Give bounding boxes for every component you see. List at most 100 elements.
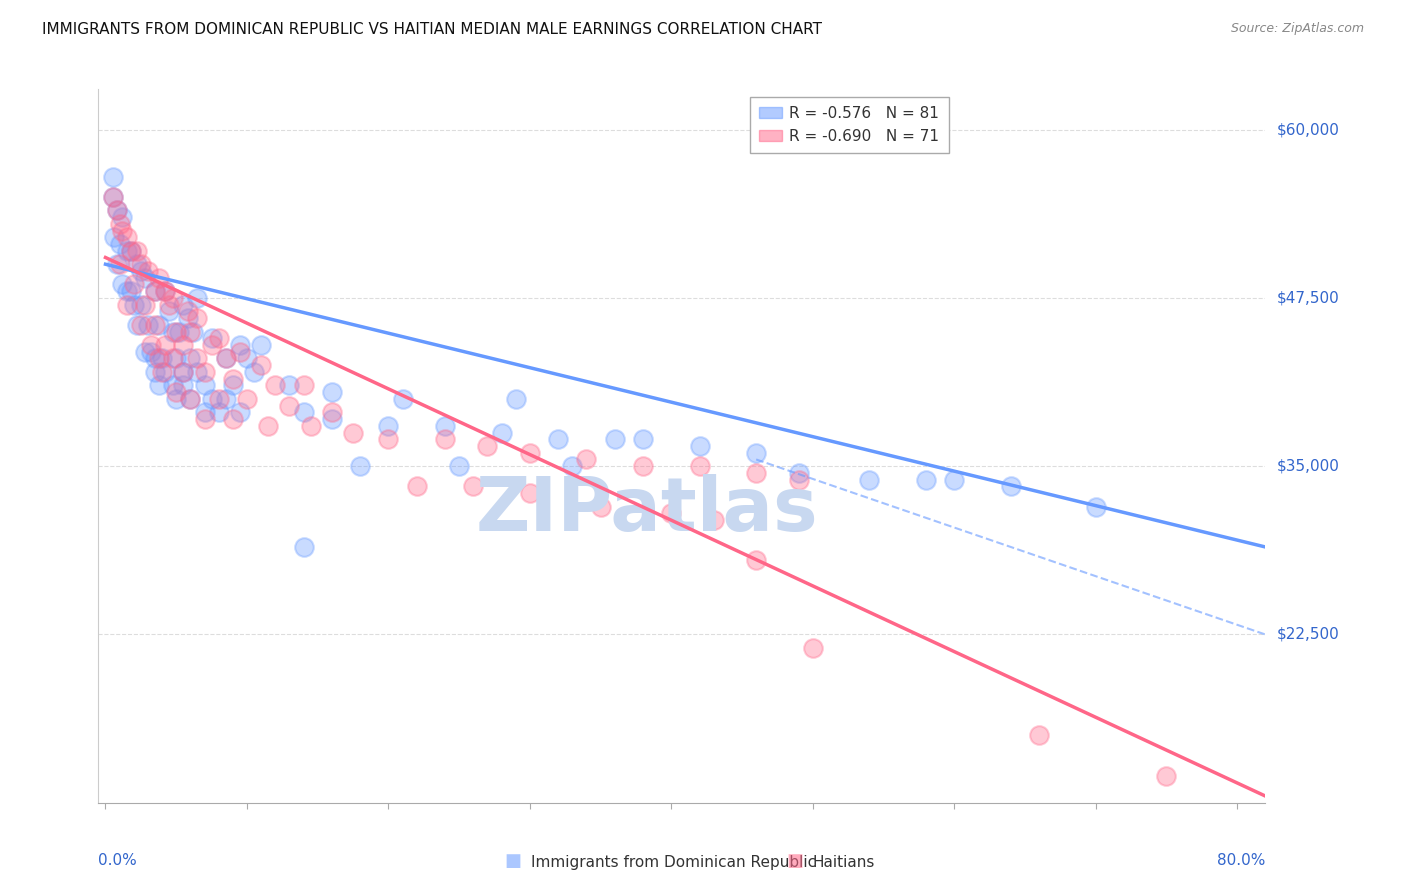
- Point: [150, 365, 173, 379]
- Point: [108, 257, 131, 271]
- Point: [215, 351, 238, 366]
- Point: [122, 298, 145, 312]
- Point: [745, 446, 768, 460]
- Point: [491, 425, 513, 440]
- Point: [111, 210, 134, 224]
- Text: Source: ZipAtlas.com: Source: ZipAtlas.com: [1230, 22, 1364, 36]
- Text: ZIPatlas: ZIPatlas: [475, 474, 818, 547]
- Point: [659, 506, 682, 520]
- Point: [165, 325, 187, 339]
- Point: [165, 392, 187, 406]
- Point: [200, 331, 222, 345]
- Text: ■: ■: [786, 852, 803, 870]
- Point: [292, 405, 315, 419]
- Point: [299, 418, 322, 433]
- Point: [179, 351, 201, 366]
- Point: [101, 169, 124, 184]
- Point: [463, 479, 485, 493]
- Point: [200, 392, 222, 406]
- Text: $60,000: $60,000: [1277, 122, 1340, 137]
- Point: [433, 418, 456, 433]
- Point: [129, 257, 152, 271]
- Point: [143, 284, 166, 298]
- Point: [179, 392, 201, 406]
- Point: [505, 392, 527, 406]
- Point: [136, 318, 159, 332]
- Point: [264, 378, 287, 392]
- Point: [115, 244, 138, 258]
- Point: [115, 230, 138, 244]
- Point: [193, 412, 215, 426]
- Point: [787, 466, 810, 480]
- Point: [229, 405, 252, 419]
- Text: Immigrants from Dominican Republic: Immigrants from Dominican Republic: [531, 855, 817, 870]
- Point: [915, 473, 938, 487]
- Point: [222, 412, 245, 426]
- Point: [129, 318, 152, 332]
- Point: [153, 338, 176, 352]
- Point: [236, 392, 259, 406]
- Point: [115, 298, 138, 312]
- Point: [229, 344, 252, 359]
- Point: [134, 270, 156, 285]
- Point: [186, 291, 208, 305]
- Text: ■: ■: [505, 852, 522, 870]
- Point: [208, 331, 231, 345]
- Point: [148, 351, 170, 366]
- Point: [321, 412, 343, 426]
- Point: [162, 325, 184, 339]
- Point: [143, 318, 166, 332]
- Point: [193, 405, 215, 419]
- Point: [321, 405, 343, 419]
- Point: [477, 439, 499, 453]
- Point: [125, 244, 148, 258]
- Point: [179, 325, 201, 339]
- Point: [139, 338, 162, 352]
- Point: [215, 351, 238, 366]
- Point: [222, 372, 245, 386]
- Point: [172, 338, 194, 352]
- Point: [1028, 729, 1050, 743]
- Text: IMMIGRANTS FROM DOMINICAN REPUBLIC VS HAITIAN MEDIAN MALE EARNINGS CORRELATION C: IMMIGRANTS FROM DOMINICAN REPUBLIC VS HA…: [42, 22, 823, 37]
- Point: [101, 190, 124, 204]
- Point: [603, 432, 626, 446]
- Point: [172, 378, 194, 392]
- Point: [561, 459, 583, 474]
- Point: [745, 553, 768, 567]
- Point: [134, 298, 156, 312]
- Point: [115, 284, 138, 298]
- Point: [342, 425, 364, 440]
- Point: [589, 500, 612, 514]
- Point: [176, 304, 198, 318]
- Point: [243, 365, 266, 379]
- Point: [129, 298, 152, 312]
- Point: [172, 365, 194, 379]
- Point: [200, 338, 222, 352]
- Point: [165, 351, 187, 366]
- Point: [143, 351, 166, 366]
- Point: [703, 513, 725, 527]
- Point: [105, 203, 128, 218]
- Text: Haitians: Haitians: [813, 855, 875, 870]
- Point: [153, 284, 176, 298]
- Point: [391, 392, 413, 406]
- Point: [519, 446, 541, 460]
- Point: [181, 325, 204, 339]
- Point: [105, 203, 128, 218]
- Point: [519, 486, 541, 500]
- Point: [167, 325, 190, 339]
- Point: [179, 392, 201, 406]
- Point: [139, 344, 162, 359]
- Point: [143, 365, 166, 379]
- Point: [111, 223, 134, 237]
- Point: [449, 459, 471, 474]
- Point: [193, 365, 215, 379]
- Point: [125, 318, 148, 332]
- Point: [172, 298, 194, 312]
- Point: [292, 378, 315, 392]
- Point: [250, 338, 273, 352]
- Point: [186, 311, 208, 326]
- Point: [689, 459, 711, 474]
- Point: [943, 473, 966, 487]
- Point: [858, 473, 880, 487]
